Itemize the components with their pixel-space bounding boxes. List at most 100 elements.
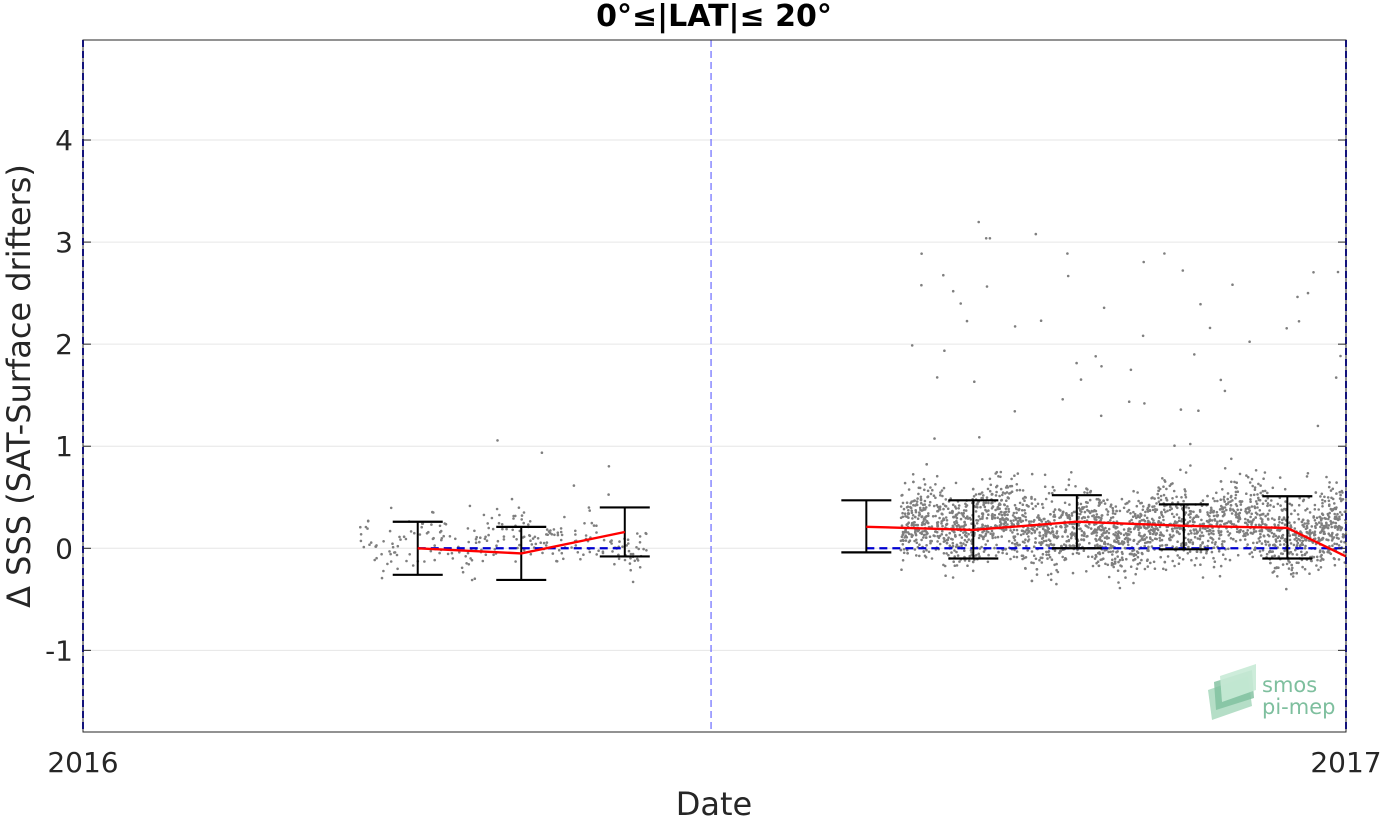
scatter-point (374, 545, 378, 548)
scatter-point (957, 507, 960, 510)
scatter-point (1009, 557, 1012, 561)
scatter-point (1303, 552, 1307, 556)
scatter-point (936, 509, 940, 513)
scatter-point (1236, 508, 1239, 512)
scatter-point (1290, 512, 1293, 516)
scatter-point (901, 501, 905, 505)
scatter-point (1249, 498, 1252, 501)
scatter-point (1187, 532, 1190, 536)
scatter-point (1259, 532, 1262, 536)
scatter-point (1313, 519, 1317, 522)
scatter-point (644, 531, 647, 535)
scatter-point (1297, 320, 1301, 323)
scatter-point (907, 512, 910, 516)
scatter-point (1035, 527, 1039, 531)
scatter-point (980, 496, 983, 500)
scatter-point (1256, 493, 1259, 496)
scatter-point (466, 527, 470, 530)
scatter-point (1237, 520, 1240, 523)
scatter-point (1272, 543, 1275, 547)
scatter-point (1159, 555, 1162, 559)
scatter-point (957, 511, 961, 515)
scatter-point (1107, 531, 1111, 535)
scatter-point (1101, 526, 1104, 529)
scatter-point (1071, 544, 1075, 547)
scatter-point (1334, 521, 1338, 525)
scatter-point (912, 524, 915, 527)
scatter-point (978, 534, 982, 537)
scatter-point (1089, 491, 1092, 494)
scatter-point (1131, 515, 1135, 518)
scatter-point (947, 553, 950, 557)
scatter-point (1262, 477, 1265, 481)
scatter-point (1046, 526, 1050, 530)
scatter-point (945, 552, 948, 555)
scatter-point (1266, 491, 1269, 495)
scatter-point (1018, 543, 1021, 547)
scatter-point (1192, 510, 1195, 514)
scatter-point (1070, 512, 1074, 515)
scatter-point (1132, 510, 1135, 514)
scatter-point (402, 535, 406, 538)
scatter-point (1282, 543, 1286, 546)
scatter-point (969, 549, 973, 552)
scatter-point (1327, 504, 1331, 508)
scatter-point (926, 521, 930, 525)
scatter-point (1217, 537, 1221, 540)
scatter-point (1196, 537, 1200, 540)
scatter-point (984, 524, 987, 528)
scatter-point (375, 556, 378, 560)
scatter-point (999, 503, 1002, 506)
scatter-point (595, 531, 598, 534)
scatter-point (945, 533, 948, 537)
scatter-point (1120, 497, 1124, 501)
scatter-point (1305, 530, 1309, 534)
scatter-point (1012, 528, 1016, 532)
scatter-point (1130, 518, 1133, 522)
scatter-point (952, 560, 955, 563)
scatter-point (1165, 543, 1169, 547)
scatter-point (1196, 530, 1199, 534)
scatter-point (517, 506, 521, 510)
scatter-point (1318, 550, 1322, 554)
scatter-point (1013, 503, 1017, 507)
scatter-point (974, 493, 978, 496)
scatter-point (1320, 492, 1324, 496)
scatter-point (934, 530, 938, 533)
scatter-point (470, 558, 474, 562)
scatter-point (920, 538, 923, 542)
scatter-point (1189, 510, 1193, 513)
scatter-point (1261, 549, 1265, 552)
scatter-point (1301, 565, 1304, 569)
scatter-point (912, 503, 915, 507)
scatter-point (1018, 501, 1022, 505)
scatter-point (1276, 502, 1280, 506)
scatter-point (515, 538, 518, 541)
scatter-point (1058, 516, 1061, 520)
scatter-point (990, 529, 994, 533)
scatter-point (484, 553, 488, 556)
scatter-point (1165, 499, 1169, 502)
scatter-point (1040, 541, 1043, 544)
scatter-point (1226, 497, 1229, 501)
scatter-point (1249, 500, 1252, 504)
scatter-point (1328, 551, 1331, 554)
scatter-point (1229, 500, 1232, 503)
scatter-point (1148, 540, 1152, 544)
scatter-point (1150, 525, 1154, 528)
scatter-point (1114, 531, 1118, 534)
scatter-point (1064, 557, 1067, 560)
scatter-point (1325, 522, 1328, 526)
scatter-point (1139, 501, 1142, 505)
scatter-point (1163, 560, 1167, 564)
scatter-point (1163, 479, 1166, 482)
scatter-point (1151, 508, 1155, 512)
scatter-point (901, 530, 905, 534)
scatter-point (496, 439, 499, 442)
scatter-point (1105, 508, 1108, 511)
scatter-point (559, 538, 563, 542)
scatter-point (1198, 508, 1202, 512)
scatter-point (968, 554, 971, 558)
scatter-point (1011, 541, 1014, 545)
logo-line1: smos (1262, 673, 1317, 697)
